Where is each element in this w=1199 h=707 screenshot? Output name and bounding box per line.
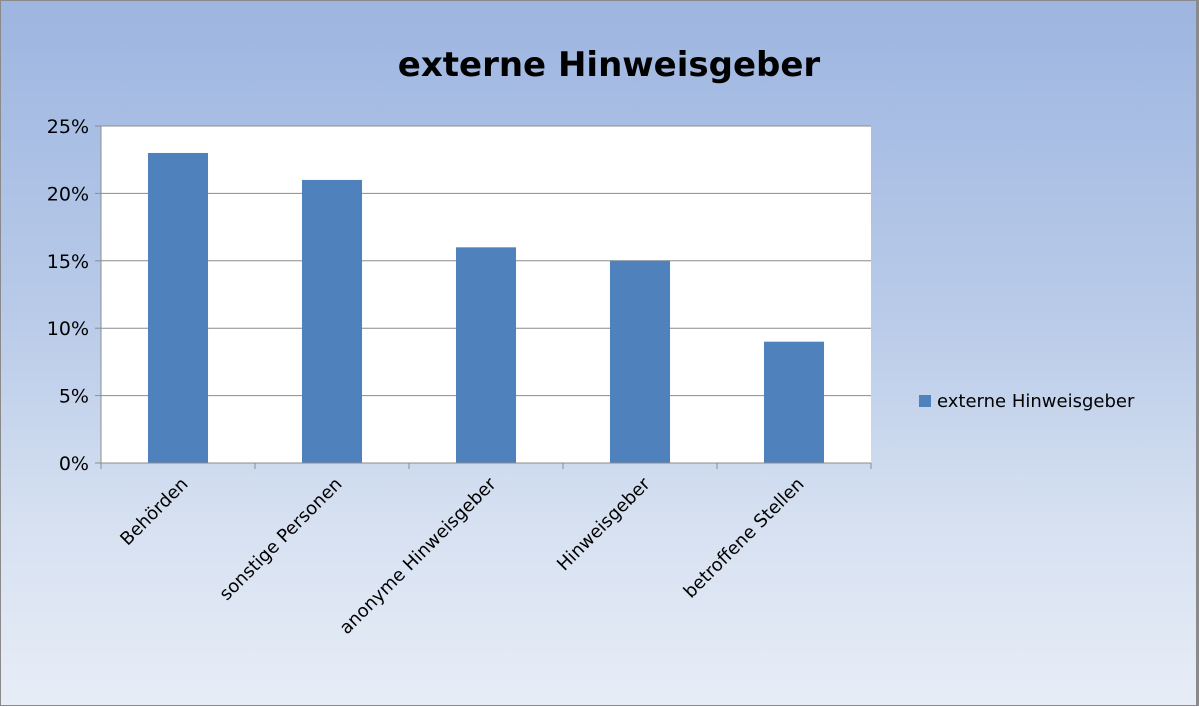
y-axis-tick-label: 15%	[47, 251, 89, 273]
y-axis-tick-labels: 0% 5% 10% 15% 20% 25%	[47, 116, 89, 475]
y-axis-tick-label: 25%	[47, 116, 89, 138]
chart-title: externe Hinweisgeber	[398, 45, 821, 85]
bar	[301, 179, 363, 464]
y-axis-tick-label: 5%	[59, 386, 89, 408]
y-axis-tick-label: 0%	[59, 453, 89, 475]
x-axis-category-label: anonyme Hinweisgeber	[336, 473, 501, 638]
x-axis-category-label: Behörden	[116, 474, 192, 550]
x-axis-category-label: sonstige Personen	[215, 474, 346, 605]
legend: externe Hinweisgeber	[919, 391, 1135, 412]
legend-label: externe Hinweisgeber	[937, 391, 1135, 412]
x-axis-category-label: betroffene Stellen	[680, 474, 809, 603]
axes	[95, 125, 872, 469]
y-axis-tick-label: 10%	[47, 318, 89, 340]
bar	[455, 247, 517, 463]
bars	[147, 152, 825, 464]
bar	[147, 152, 209, 463]
bar	[763, 341, 825, 463]
legend-swatch	[919, 395, 931, 407]
x-axis-category-label: Hinweisgeber	[553, 473, 655, 575]
bar	[609, 260, 671, 463]
y-axis-tick-label: 20%	[47, 183, 89, 205]
